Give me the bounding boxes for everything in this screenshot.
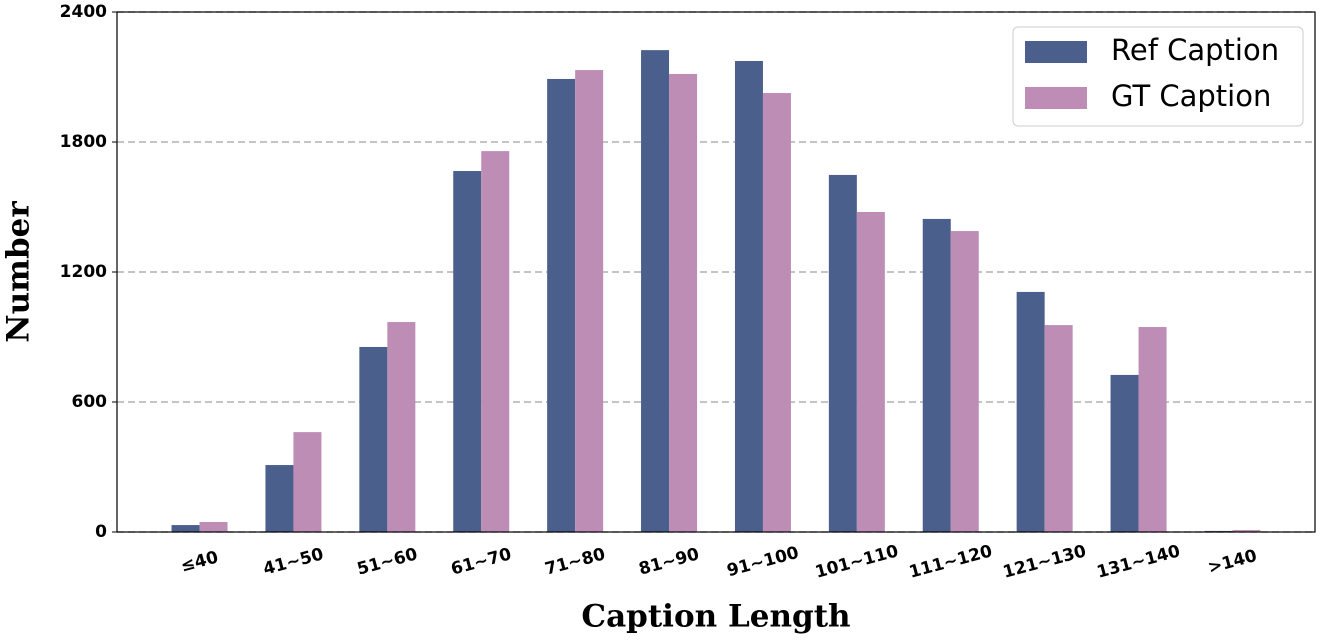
y-tick-label: 2400 xyxy=(60,2,107,22)
bar xyxy=(828,174,857,532)
y-tick-label: 1800 xyxy=(60,132,107,152)
bar xyxy=(199,522,228,532)
x-tick-label: 51~60 xyxy=(355,544,420,579)
x-tick-label: >140 xyxy=(1206,546,1259,578)
y-tick-label: 1200 xyxy=(60,262,107,282)
plot-frame xyxy=(116,11,1316,533)
bar xyxy=(265,465,294,532)
x-tick-label: 41~50 xyxy=(261,544,326,579)
x-tick-label: 131~140 xyxy=(1095,541,1183,582)
legend-swatch xyxy=(1025,41,1087,63)
x-axis-title: Caption Length xyxy=(581,599,850,635)
bar xyxy=(922,218,951,532)
x-tick-label: 91~100 xyxy=(725,543,801,581)
x-tick-label: 81~90 xyxy=(637,544,702,579)
x-tick-label: 111~120 xyxy=(907,541,995,582)
x-tick-label: 121~130 xyxy=(1001,541,1089,582)
y-tick-label: 0 xyxy=(95,522,107,542)
bar xyxy=(1044,325,1073,532)
bar xyxy=(293,432,322,532)
legend-label: GT Caption xyxy=(1111,79,1271,113)
x-tick-label: 71~80 xyxy=(543,544,608,579)
y-axis-title: Number xyxy=(1,201,37,343)
legend-swatch xyxy=(1025,87,1087,109)
bar xyxy=(856,211,885,532)
bar xyxy=(547,78,576,532)
bar xyxy=(1110,374,1139,532)
bar xyxy=(171,525,200,532)
bar xyxy=(575,70,604,533)
bar xyxy=(669,73,698,532)
bar xyxy=(481,151,510,532)
bar xyxy=(641,50,670,533)
bar xyxy=(359,346,388,532)
x-tick-label: ≤40 xyxy=(179,547,221,576)
bar xyxy=(453,171,482,533)
y-tick-label: 600 xyxy=(72,392,108,412)
x-tick-label: 101~110 xyxy=(813,541,901,582)
legend-label: Ref Caption xyxy=(1111,33,1279,67)
bar xyxy=(734,60,763,532)
bar xyxy=(387,322,416,532)
bar xyxy=(1016,291,1045,532)
x-tick-label: 61~70 xyxy=(449,544,514,579)
bar xyxy=(762,93,791,533)
bar xyxy=(1232,530,1261,532)
bar xyxy=(1138,327,1167,532)
bar xyxy=(950,231,979,533)
